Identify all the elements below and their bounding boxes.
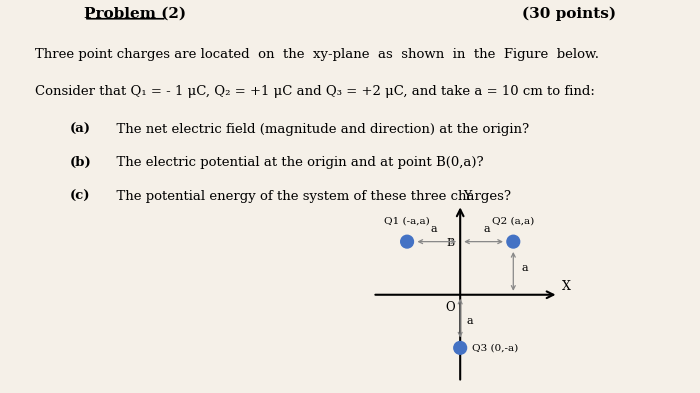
Text: (30 points): (30 points) <box>522 6 616 21</box>
Text: The electric potential at the origin and at point B(0,a)?: The electric potential at the origin and… <box>108 156 484 169</box>
Text: X: X <box>561 280 570 293</box>
Text: Q1 (-a,a): Q1 (-a,a) <box>384 217 430 226</box>
Circle shape <box>507 235 519 248</box>
Text: Y: Y <box>463 190 471 203</box>
Text: Three point charges are located  on  the  xy-plane  as  shown  in  the  Figure  : Three point charges are located on the x… <box>35 48 599 61</box>
Text: (b): (b) <box>70 156 92 169</box>
Text: a: a <box>522 263 528 273</box>
Text: Consider that Q₁ = - 1 μC, Q₂ = +1 μC and Q₃ = +2 μC, and take a = 10 cm to find: Consider that Q₁ = - 1 μC, Q₂ = +1 μC an… <box>35 85 595 98</box>
Circle shape <box>400 235 414 248</box>
Text: O: O <box>445 301 455 314</box>
Text: a: a <box>467 316 473 326</box>
Text: a: a <box>430 224 437 234</box>
Text: a: a <box>484 224 490 234</box>
Text: (c): (c) <box>70 189 90 202</box>
Text: Problem (2): Problem (2) <box>84 6 186 20</box>
Text: The net electric field (magnitude and direction) at the origin?: The net electric field (magnitude and di… <box>108 123 530 136</box>
Text: The potential energy of the system of these three charges?: The potential energy of the system of th… <box>108 189 512 202</box>
Text: B: B <box>447 238 455 248</box>
Text: Q3 (0,-a): Q3 (0,-a) <box>472 343 518 353</box>
Circle shape <box>454 342 467 354</box>
Text: Q2 (a,a): Q2 (a,a) <box>492 217 534 226</box>
Text: (a): (a) <box>70 123 91 136</box>
